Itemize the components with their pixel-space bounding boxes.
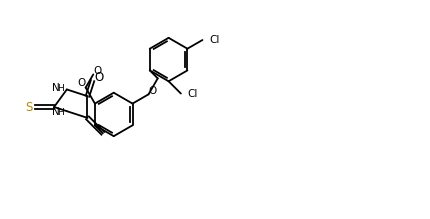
Text: H: H [58,84,64,93]
Text: O: O [93,66,101,76]
Text: H: H [58,108,64,117]
Text: S: S [25,101,32,113]
Text: O: O [95,71,104,84]
Text: N: N [52,83,60,94]
Text: O: O [148,86,157,96]
Text: Cl: Cl [209,35,220,45]
Text: O: O [77,78,86,88]
Text: N: N [52,107,60,117]
Text: Cl: Cl [188,88,198,99]
